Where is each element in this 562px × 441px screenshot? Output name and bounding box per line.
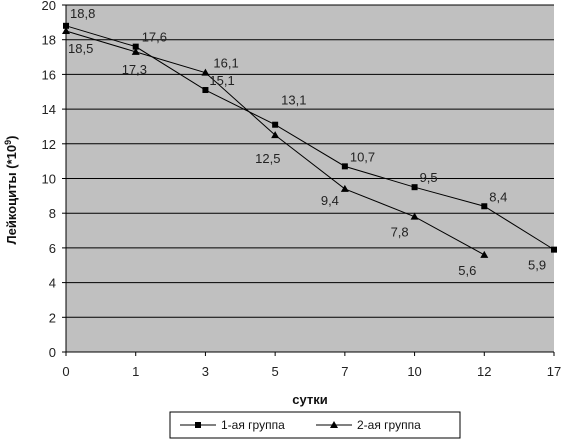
legend-label-group-1: 1-ая группа — [221, 418, 285, 432]
data-label: 9,4 — [321, 193, 339, 208]
data-point-square — [551, 246, 557, 253]
y-tick-label: 6 — [49, 241, 56, 256]
x-tick-label: 1 — [132, 364, 139, 379]
x-axis-title: сутки — [292, 392, 327, 407]
y-tick-label: 16 — [42, 67, 56, 82]
legend: 1-ая группа 2-ая группа — [169, 411, 461, 439]
y-tick-label: 12 — [42, 137, 56, 152]
y-tick-label: 20 — [42, 0, 56, 13]
data-label: 13,1 — [281, 93, 306, 108]
legend-item-group-1: 1-ая группа — [180, 418, 285, 432]
data-point-square — [411, 184, 418, 191]
data-point-triangle — [131, 47, 140, 55]
data-point-square — [132, 43, 139, 50]
x-axis: 0 1 3 5 7 10 12 17 — [62, 352, 561, 379]
x-tick-label: 12 — [477, 364, 491, 379]
y-axis-title-superscript: 9 — [3, 140, 13, 145]
data-point-triangle — [410, 212, 419, 220]
data-point-square — [341, 163, 348, 170]
y-tick-label: 14 — [42, 102, 56, 117]
data-label: 17,6 — [142, 30, 167, 45]
data-label: 5,9 — [528, 258, 546, 273]
legend-label-group-2: 2-ая группа — [357, 418, 421, 432]
y-tick-label: 8 — [49, 206, 56, 221]
data-point-triangle — [340, 184, 349, 192]
x-tick-label: 7 — [341, 364, 348, 379]
data-point-triangle — [62, 27, 70, 35]
data-labels: 18,8 17,6 15,1 13,1 10,7 9,5 8,4 5,9 18,5 17,3 16,… — [68, 6, 546, 278]
data-label: 18,8 — [70, 6, 95, 21]
y-axis-title-tail: ) — [4, 136, 19, 140]
y-tick-label: 0 — [49, 345, 56, 360]
x-tick-label: 5 — [272, 364, 279, 379]
data-label: 12,5 — [255, 151, 280, 166]
y-tick-label: 10 — [42, 172, 56, 187]
y-axis-title: Лейкоциты (*109) — [3, 136, 19, 245]
data-point-triangle — [480, 250, 489, 258]
data-label: 17,3 — [122, 62, 147, 77]
series-line-group-1 — [65, 25, 555, 251]
x-tick-label: 17 — [547, 364, 561, 379]
data-label: 9,5 — [420, 170, 438, 185]
legend-box — [169, 411, 461, 439]
y-axis: 0 2 4 6 8 10 12 14 16 18 20 — [42, 0, 66, 360]
data-label: 18,5 — [68, 41, 93, 56]
data-label: 10,7 — [350, 149, 375, 164]
data-point-triangle — [201, 68, 210, 76]
data-point-square — [202, 87, 209, 94]
legend-marker-triangle — [330, 421, 338, 428]
x-tick-label: 10 — [407, 364, 421, 379]
y-tick-label: 18 — [42, 33, 56, 48]
data-point-square — [481, 203, 488, 210]
x-tick-label: 3 — [202, 364, 209, 379]
gridlines — [66, 4, 554, 318]
y-tick-label: 2 — [49, 310, 56, 325]
data-label: 8,4 — [489, 189, 507, 204]
y-axis-title-main: Лейкоциты (*10 — [4, 145, 19, 245]
data-label: 7,8 — [391, 225, 409, 240]
legend-marker-square — [195, 422, 201, 428]
data-point-triangle — [271, 131, 280, 139]
data-point-square — [272, 121, 279, 128]
data-point-square — [63, 22, 69, 29]
data-label: 5,6 — [458, 263, 476, 278]
data-label: 15,1 — [209, 73, 234, 88]
y-tick-label: 4 — [49, 276, 56, 291]
series-layer — [62, 22, 557, 258]
x-tick-label: 0 — [62, 364, 69, 379]
legend-item-group-2: 2-ая группа — [316, 418, 421, 432]
data-label: 16,1 — [213, 56, 238, 71]
